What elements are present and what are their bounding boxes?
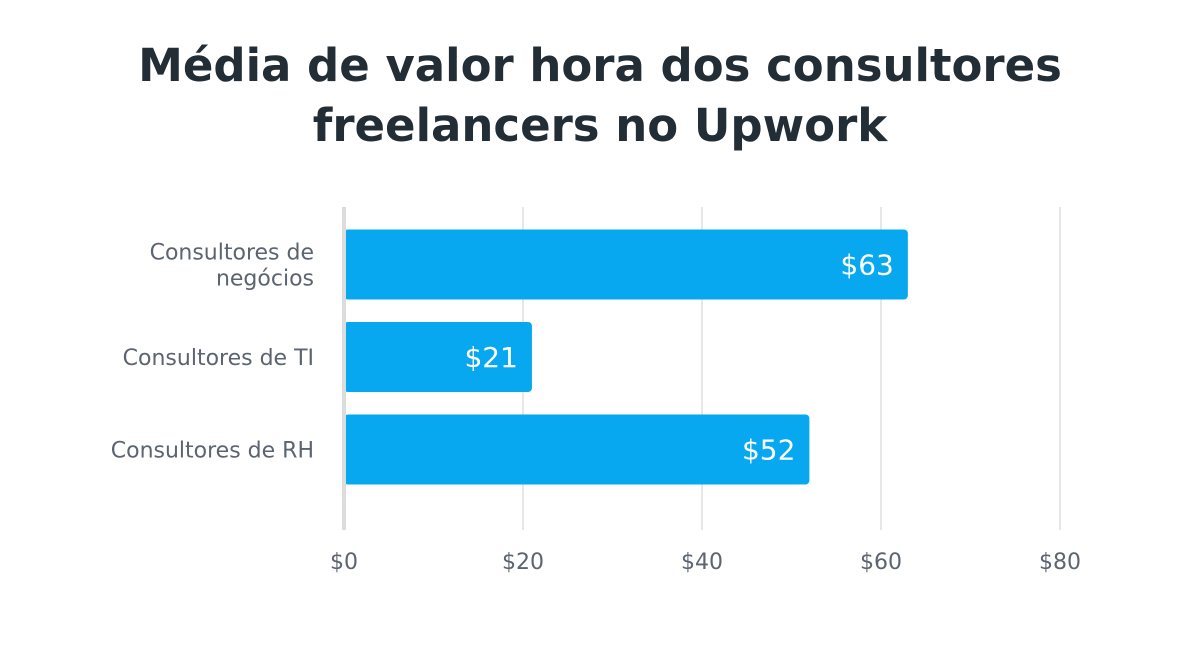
bar-value-label-0: $63 bbox=[840, 249, 893, 282]
category-label-0-1: negócios bbox=[216, 267, 314, 292]
category-label-0-0: Consultores de bbox=[150, 241, 314, 266]
bar-value-label-2: $52 bbox=[742, 434, 795, 467]
bar-1 bbox=[344, 322, 532, 392]
bar-value-label-1: $21 bbox=[464, 341, 517, 374]
chart-title-line-1: Média de valor hora dos consultores bbox=[138, 39, 1062, 92]
x-tick-label-1: $20 bbox=[502, 550, 544, 575]
bar-0 bbox=[344, 229, 908, 300]
bar-2 bbox=[344, 414, 810, 485]
category-label-1-0: Consultores de TI bbox=[123, 346, 314, 371]
x-tick-label-0: $0 bbox=[330, 550, 358, 575]
x-tick-label-2: $40 bbox=[681, 550, 723, 575]
x-tick-label-4: $80 bbox=[1039, 550, 1081, 575]
x-tick-label-3: $60 bbox=[860, 550, 902, 575]
chart-title-line-2: freelancers no Upwork bbox=[312, 99, 888, 152]
category-label-2-0: Consultores de RH bbox=[111, 439, 314, 464]
chart-title: Média de valor hora dos consultores free… bbox=[0, 36, 1200, 156]
